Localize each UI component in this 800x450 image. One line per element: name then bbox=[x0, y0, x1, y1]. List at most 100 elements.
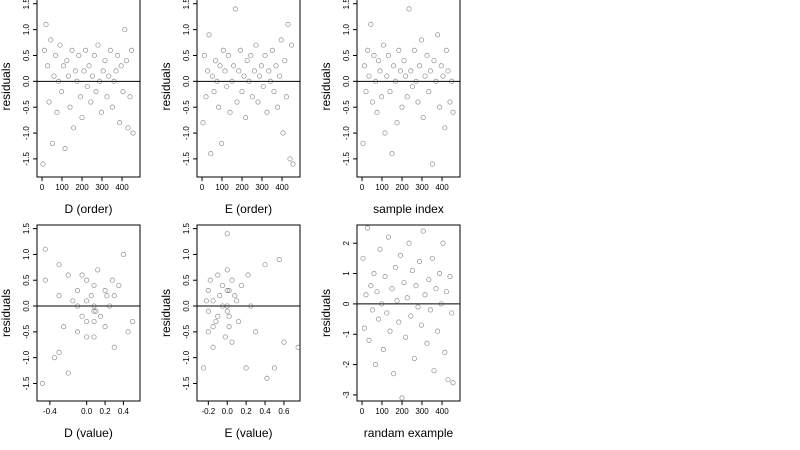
point bbox=[84, 298, 90, 304]
point bbox=[267, 78, 273, 84]
point bbox=[59, 89, 65, 95]
point bbox=[435, 328, 441, 334]
point bbox=[130, 318, 136, 325]
point bbox=[365, 225, 371, 231]
y-tick-label: -1.5 bbox=[22, 376, 31, 390]
x-tick-label: 400 bbox=[115, 183, 129, 192]
point bbox=[429, 255, 435, 261]
point bbox=[443, 289, 449, 295]
point bbox=[42, 277, 48, 283]
point bbox=[264, 375, 270, 381]
point bbox=[445, 68, 451, 74]
point bbox=[368, 283, 374, 289]
point bbox=[290, 161, 296, 167]
x-tick-label: 100 bbox=[375, 407, 389, 416]
point bbox=[429, 161, 435, 167]
point bbox=[109, 277, 115, 283]
point bbox=[422, 73, 428, 79]
point bbox=[91, 52, 97, 59]
point bbox=[91, 282, 97, 288]
point bbox=[392, 264, 398, 271]
x-tick-label: 0.6 bbox=[278, 407, 290, 416]
y-tick-label: 1.0 bbox=[182, 24, 191, 36]
x-tick-label: 0 bbox=[360, 407, 365, 416]
x-tick-label: 0 bbox=[200, 183, 205, 192]
point bbox=[122, 27, 128, 33]
point bbox=[117, 120, 123, 126]
point bbox=[273, 63, 279, 69]
x-tick-label: 400 bbox=[275, 183, 289, 192]
point bbox=[251, 68, 257, 74]
point bbox=[74, 78, 80, 84]
point bbox=[111, 293, 117, 299]
point bbox=[283, 94, 289, 100]
point bbox=[51, 355, 58, 361]
point bbox=[65, 272, 71, 278]
x-tick-label: 0.0 bbox=[81, 407, 93, 416]
point bbox=[64, 58, 70, 64]
point bbox=[424, 52, 430, 59]
point bbox=[219, 303, 226, 309]
point bbox=[239, 89, 245, 95]
point bbox=[394, 120, 400, 126]
point bbox=[234, 99, 240, 105]
point bbox=[391, 371, 397, 377]
point bbox=[53, 52, 59, 59]
point bbox=[74, 329, 81, 335]
x-axis-label: E (value) bbox=[224, 426, 272, 440]
point bbox=[366, 73, 372, 79]
point bbox=[406, 6, 412, 12]
point bbox=[277, 73, 283, 79]
point bbox=[369, 307, 375, 313]
point bbox=[201, 52, 207, 59]
point bbox=[84, 83, 90, 90]
y-tick-label: 1.0 bbox=[22, 24, 31, 36]
point bbox=[120, 251, 126, 257]
point bbox=[363, 89, 369, 95]
point bbox=[203, 298, 209, 304]
y-tick-label: 0.0 bbox=[182, 75, 191, 87]
point bbox=[95, 42, 101, 48]
point bbox=[225, 52, 231, 59]
x-tick-label: 0.2 bbox=[241, 407, 253, 416]
point bbox=[125, 125, 131, 131]
y-axis-label: residuals bbox=[319, 62, 333, 110]
point bbox=[72, 68, 78, 74]
point bbox=[257, 73, 263, 79]
point bbox=[377, 68, 383, 74]
point bbox=[62, 146, 68, 152]
point bbox=[253, 329, 259, 335]
y-tick-label: 0.5 bbox=[22, 274, 31, 286]
plot-frame bbox=[196, 0, 301, 178]
y-tick-label: -1.0 bbox=[182, 126, 191, 140]
point bbox=[217, 63, 223, 69]
point bbox=[403, 334, 409, 340]
point bbox=[111, 78, 117, 84]
point bbox=[125, 329, 131, 335]
y-tick-label: -1.5 bbox=[342, 151, 351, 165]
point bbox=[130, 130, 136, 136]
point bbox=[208, 151, 214, 157]
y-axis-label: residuals bbox=[0, 62, 13, 110]
point bbox=[437, 271, 443, 277]
point bbox=[206, 32, 212, 38]
point bbox=[399, 395, 405, 401]
point bbox=[266, 68, 272, 74]
point bbox=[401, 58, 407, 64]
point bbox=[84, 277, 90, 283]
point bbox=[219, 282, 226, 288]
point bbox=[205, 308, 211, 314]
point bbox=[102, 287, 108, 294]
point bbox=[397, 68, 403, 74]
point bbox=[84, 334, 90, 340]
point bbox=[408, 313, 414, 319]
point bbox=[205, 68, 211, 74]
point bbox=[102, 324, 108, 330]
plot-frame bbox=[356, 224, 461, 402]
point bbox=[399, 104, 405, 110]
point bbox=[389, 151, 395, 157]
point bbox=[227, 109, 233, 115]
point bbox=[91, 308, 97, 314]
point bbox=[411, 355, 417, 362]
y-tick-label: 0.5 bbox=[342, 49, 351, 61]
